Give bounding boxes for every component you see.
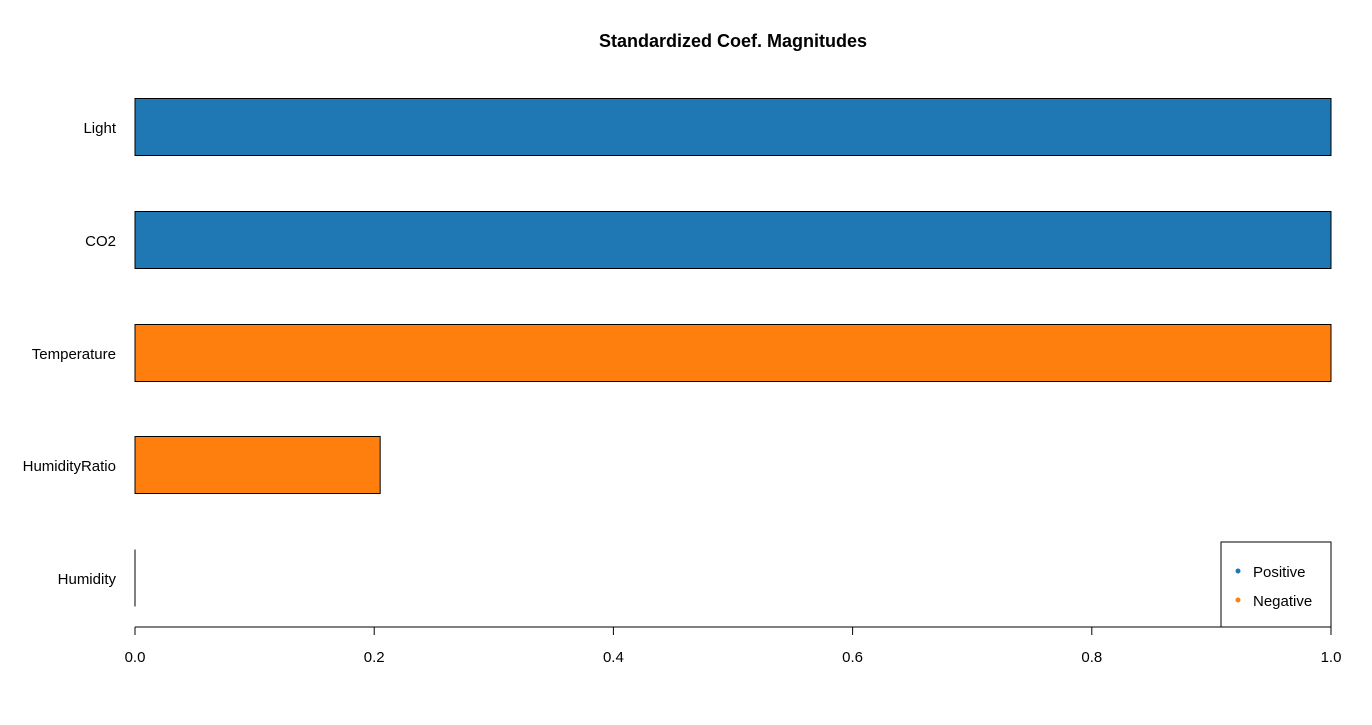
legend-negative-marker bbox=[1235, 597, 1241, 603]
category-label-humidity: Humidity bbox=[58, 571, 117, 588]
category-label-temperature: Temperature bbox=[32, 346, 116, 363]
bar-temperature bbox=[134, 324, 1332, 382]
category-label-humidityratio: HumidityRatio bbox=[23, 458, 116, 475]
x-tick-label-0: 0.0 bbox=[125, 649, 146, 666]
x-tick-label-4: 0.8 bbox=[1081, 649, 1102, 666]
bar-light bbox=[134, 98, 1332, 156]
x-axis: 0.0 0.2 0.4 0.6 0.8 1.0 bbox=[125, 626, 1342, 666]
bar-humidityratio bbox=[134, 436, 381, 494]
legend-negative-label: Negative bbox=[1253, 593, 1312, 610]
legend-box bbox=[1220, 541, 1332, 628]
x-tick-label-5: 1.0 bbox=[1321, 649, 1342, 666]
legend-positive-marker bbox=[1235, 568, 1241, 574]
category-labels: Light CO2 Temperature HumidityRatio Humidity bbox=[23, 120, 117, 588]
bar-co2 bbox=[134, 211, 1332, 269]
x-tick-label-3: 0.6 bbox=[842, 649, 863, 666]
chart-title: Standardized Coef. Magnitudes bbox=[599, 31, 867, 51]
x-tick-label-1: 0.2 bbox=[364, 649, 385, 666]
legend: Positive Negative bbox=[1220, 541, 1332, 628]
x-tick-label-2: 0.4 bbox=[603, 649, 624, 666]
category-label-light: Light bbox=[83, 120, 116, 137]
category-label-co2: CO2 bbox=[85, 233, 116, 250]
legend-positive-label: Positive bbox=[1253, 564, 1306, 581]
bars-group bbox=[134, 98, 1332, 607]
